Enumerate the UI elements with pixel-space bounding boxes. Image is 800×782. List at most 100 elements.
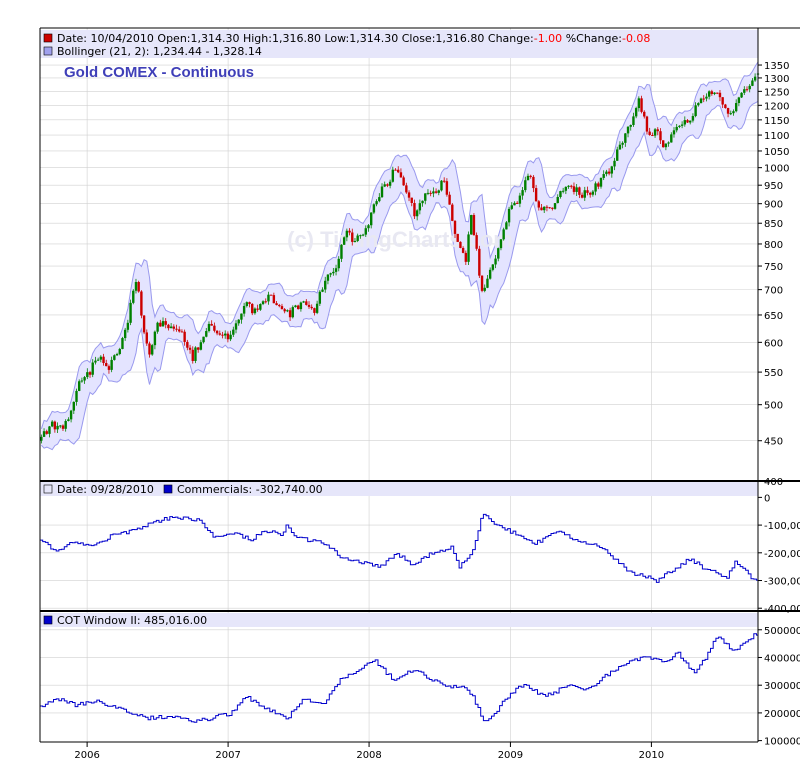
price-candle (42, 428, 46, 437)
candle-body (578, 187, 581, 195)
candle-body (237, 319, 240, 324)
candle-body (50, 421, 54, 427)
price-candle (551, 207, 554, 211)
candle-body (145, 332, 148, 344)
price-candle (242, 302, 246, 317)
candle-body (232, 329, 235, 335)
candle-body (302, 301, 305, 303)
candle-body (740, 92, 743, 98)
candle-body (453, 220, 457, 234)
candle-body (169, 326, 173, 329)
candle-body (397, 169, 400, 173)
candle-body (748, 85, 751, 90)
price-candle (680, 121, 684, 129)
candle-body (515, 202, 519, 204)
price-candle (524, 176, 527, 193)
price-candle (264, 298, 267, 304)
candle-body (659, 131, 662, 141)
candle-body (621, 142, 624, 145)
candle-body (83, 377, 86, 381)
candle-body (364, 228, 367, 235)
candle-body (69, 410, 73, 420)
price-candle (486, 275, 489, 289)
price-candle (113, 354, 116, 361)
price-candle (296, 304, 300, 310)
price-candle (364, 225, 367, 237)
price-candle (80, 377, 84, 383)
candle-body (372, 204, 376, 213)
candle-body (713, 92, 716, 95)
price-candle (53, 420, 57, 433)
candle-body (386, 184, 389, 186)
candle-body (291, 307, 294, 318)
price-candle (59, 424, 62, 429)
price-legend-swatch (43, 33, 53, 43)
candle-body (699, 98, 703, 104)
cot-legend-value: Commercials: -302,740.00 (177, 483, 323, 496)
candle-body (678, 125, 681, 127)
candle-body (283, 309, 286, 312)
price-candle (616, 146, 619, 161)
candle-body (534, 188, 538, 202)
panel-frames (39, 27, 800, 743)
price-candle (626, 126, 630, 138)
cot-window-legend: COT Window II: 485,016.00 (40, 613, 758, 627)
cot-legend-date: Date: 09/28/2010 (57, 483, 154, 496)
candle-body (745, 89, 749, 91)
price-candle (534, 184, 538, 202)
price-y-tick-label: 1250 (764, 87, 789, 98)
price-candle (721, 97, 724, 108)
price-candle (410, 197, 413, 207)
price-candle (278, 303, 281, 308)
price-candle (50, 420, 54, 428)
candle-body (545, 206, 549, 208)
candle-body (421, 200, 424, 204)
price-candle (672, 127, 676, 138)
price-candle (150, 343, 154, 356)
price-y-tick-label: 1200 (764, 101, 789, 112)
candle-body (321, 289, 324, 292)
cot-y-tick-label: -100,00 (764, 521, 800, 532)
price-candle (532, 175, 535, 193)
candle-body (572, 186, 576, 192)
price-candle (129, 299, 132, 326)
price-y-tick-label: 900 (764, 200, 783, 211)
price-y-tick-label: 1050 (764, 147, 789, 158)
candle-body (75, 390, 78, 402)
candle-body (475, 235, 478, 249)
price-candle (105, 359, 108, 367)
candle-body (470, 215, 473, 235)
candle-body (753, 76, 757, 81)
candle-body (118, 348, 121, 354)
candle-body (521, 190, 524, 196)
commercials-swatch (163, 484, 173, 494)
candle-body (670, 134, 673, 143)
price-candle (513, 201, 516, 206)
candle-body (518, 195, 522, 204)
price-candle (624, 133, 627, 147)
price-candle (137, 280, 140, 293)
price-y-tick-label: 450 (764, 437, 783, 448)
price-candle (521, 186, 524, 200)
candle-body (434, 191, 438, 193)
candle-body (164, 321, 167, 325)
price-candle (580, 192, 584, 199)
price-candle (743, 86, 746, 95)
price-candle (597, 181, 600, 190)
price-candle (115, 352, 119, 357)
cot-y-tick-label: -200,00 (764, 549, 800, 560)
price-candle (188, 344, 192, 354)
candle-body (134, 282, 138, 291)
candle-body (618, 144, 622, 150)
price-candle (253, 307, 257, 315)
price-candle (732, 109, 735, 116)
candle-body (240, 313, 243, 320)
candle-body (80, 380, 84, 382)
price-candle (442, 177, 446, 183)
price-candle (748, 84, 751, 93)
price-candle (648, 127, 651, 136)
price-candle (643, 110, 646, 119)
price-candle (556, 194, 559, 204)
price-candle (372, 203, 376, 215)
